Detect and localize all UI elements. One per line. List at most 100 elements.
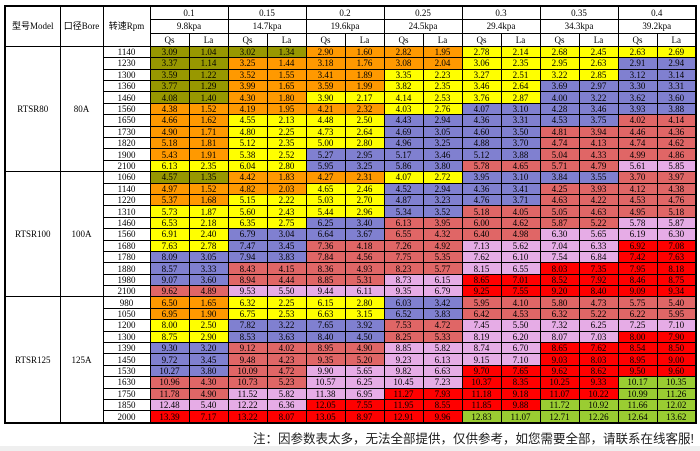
la-value-cell: 4.65 (500, 159, 541, 173)
qs-value-cell: 4.27 (305, 171, 346, 184)
qs-value-cell: 3.76 (461, 91, 502, 104)
la-value-cell: 2.31 (344, 171, 385, 184)
qs-value-cell: 3.77 (149, 80, 190, 93)
la-value-cell: 3.97 (656, 171, 697, 184)
qs-value-cell: 7.32 (539, 319, 580, 332)
la-value-cell: 3.14 (656, 68, 697, 82)
la-value-cell: 2.72 (422, 171, 463, 184)
la-value-cell: 4.89 (188, 285, 229, 298)
la-value-cell: 5.50 (500, 319, 541, 332)
la-value-cell: 6.84 (578, 250, 619, 264)
spec-table-container: 型号Model 口径Bore 转速Rpm 0.1 0.15 0.2 0.25 0.3 0.35 0… (4, 5, 697, 424)
rpm-cell: 1220 (102, 193, 151, 207)
la-value-cell: 1.22 (188, 68, 229, 82)
spec-row: 2100 9.62 4.89 9.53 5.50 9.44 6.11 9.35 6.79 9.25… (5, 285, 697, 298)
qs-value-cell: 10.57 (305, 376, 346, 389)
la-value-cell: 2.63 (578, 57, 619, 70)
qs-value-cell: 8.65 (461, 273, 502, 287)
spec-row: RTSR80 80A 1140 3.09 1.04 3.02 1.34 2.90 1.60 2.8… (4, 45, 697, 173)
la-header: La (422, 32, 463, 47)
qs-value-cell: 8.94 (227, 273, 268, 287)
qs-value-cell: 7.63 (149, 239, 190, 252)
qs-value-cell: 3.93 (617, 102, 658, 116)
la-value-cell: 3.31 (500, 114, 541, 127)
spec-row: 1560 4.38 1.52 4.19 1.95 4.21 2.32 4.03 2.76 4.07… (5, 102, 697, 116)
qs-value-cell: 12.22 (227, 398, 268, 412)
la-value-cell: 9.18 (500, 387, 541, 401)
qs-value-cell: 3.84 (539, 171, 580, 184)
rpm-cell: 1630 (102, 376, 151, 389)
qs-value-cell: 3.06 (461, 57, 502, 70)
la-value-cell: 2.76 (422, 102, 463, 116)
rpm-cell: 2100 (102, 285, 151, 298)
qs-value-cell: 5.75 (617, 296, 658, 309)
la-value-cell: 2.23 (422, 68, 463, 82)
la-value-cell: 4.15 (266, 262, 307, 275)
header-row-kpa: 9.8kpa 14.7kpa 19.6kpa 24.5kpa 29.4kpa 34.3kp… (5, 19, 697, 34)
qs-value-cell: 4.02 (617, 114, 658, 127)
la-value-cell: 2.22 (266, 193, 307, 207)
la-value-cell: 5.85 (656, 159, 697, 173)
la-value-cell: 8.97 (344, 410, 385, 424)
qs-value-cell: 3.59 (305, 80, 346, 93)
la-value-cell: 6.13 (422, 353, 463, 366)
la-value-cell: 7.08 (656, 239, 697, 252)
qs-value-cell: 9.82 (383, 364, 424, 378)
qs-value-cell: 3.12 (617, 68, 658, 82)
la-value-cell: 2.80 (344, 296, 385, 309)
la-value-cell: 3.31 (656, 80, 697, 93)
rpm-cell: 1750 (102, 387, 151, 401)
qs-value-cell: 6.63 (305, 307, 346, 321)
la-value-cell: 4.90 (344, 342, 385, 355)
la-value-cell: 1.81 (188, 136, 229, 150)
la-value-cell: 1.04 (188, 45, 229, 59)
la-value-cell: 5.87 (656, 216, 697, 230)
qs-value-cell: 7.42 (617, 250, 658, 264)
rpm-cell: 1450 (102, 353, 151, 366)
la-value-cell: 2.90 (188, 330, 229, 344)
la-value-cell: 3.94 (578, 125, 619, 139)
qs-value-cell: 7.26 (383, 239, 424, 252)
la-value-cell: 2.50 (188, 319, 229, 332)
qs-value-cell: 3.59 (149, 68, 190, 82)
la-value-cell: 4.38 (656, 182, 697, 195)
qs-value-cell: 3.37 (149, 57, 190, 70)
la-value-cell: 7.62 (578, 342, 619, 355)
pressure-header-1: 0.15 (227, 5, 307, 21)
la-value-cell: 9.60 (656, 364, 697, 378)
pressure-header-4: 0.3 (461, 5, 541, 21)
blower-spec-table: 型号Model 口径Bore 转速Rpm 0.1 0.15 0.2 0.25 0.3 0.35 0… (4, 5, 697, 424)
qs-header: Qs (149, 32, 190, 47)
header-row-pressure: 型号Model 口径Bore 转速Rpm 0.1 0.15 0.2 0.25 0.3 0.35 0… (4, 5, 697, 47)
qs-value-cell: 8.54 (617, 342, 658, 355)
qs-value-cell: 4.48 (305, 114, 346, 127)
rpm-cell: 1730 (102, 125, 151, 139)
qs-value-cell: 11.07 (539, 387, 580, 401)
la-value-cell: 1.62 (188, 114, 229, 127)
qs-value-cell: 3.41 (305, 68, 346, 82)
la-value-cell: 3.60 (188, 273, 229, 287)
la-value-cell: 1.52 (188, 182, 229, 195)
qs-value-cell: 9.62 (149, 285, 190, 298)
qs-value-cell: 11.95 (383, 398, 424, 412)
qs-value-cell: 4.12 (617, 182, 658, 195)
rpm-cell: 1820 (102, 136, 151, 150)
kpa-header-1: 14.7kpa (227, 19, 307, 34)
la-value-cell: 4.86 (656, 148, 697, 161)
qs-value-cell: 4.28 (539, 102, 580, 116)
qs-value-cell: 4.80 (227, 125, 268, 139)
qs-value-cell: 3.90 (305, 91, 346, 104)
qs-value-cell: 6.13 (149, 159, 190, 173)
la-value-cell: 7.01 (500, 273, 541, 287)
la-value-cell: 7.55 (500, 285, 541, 298)
qs-value-cell: 6.42 (461, 307, 502, 321)
la-value-cell: 4.63 (578, 205, 619, 218)
qs-value-cell: 5.71 (539, 159, 580, 173)
la-value-cell: 3.10 (500, 171, 541, 184)
la-value-cell: 1.65 (266, 80, 307, 93)
la-value-cell: 7.93 (422, 387, 463, 401)
la-value-cell: 9.96 (422, 410, 463, 424)
la-value-cell: 6.25 (578, 319, 619, 332)
qs-value-cell: 9.20 (539, 285, 580, 298)
qs-value-cell: 3.18 (305, 57, 346, 70)
